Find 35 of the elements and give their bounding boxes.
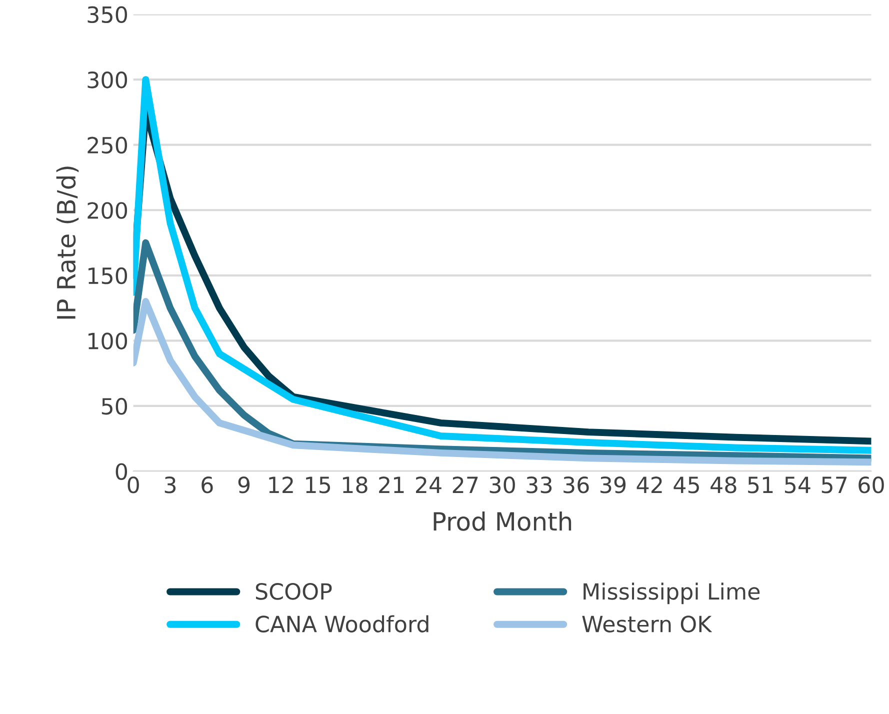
x-tick-label: 39	[600, 476, 626, 494]
x-tick-label: 27	[452, 476, 478, 493]
x-tick-label: 12	[269, 476, 293, 493]
x-tick-label: 21	[379, 476, 404, 493]
x-axis-title: Prod Month	[434, 511, 572, 531]
x-tick-label: 15	[306, 476, 330, 494]
x-tick-label: 6	[202, 476, 213, 494]
x-tick-label: 45	[674, 476, 699, 494]
x-tick-label: 3	[164, 476, 176, 494]
legend-label: Western OK	[582, 616, 712, 632]
y-tick-label: 200	[88, 202, 128, 219]
x-tick-label: 30	[490, 476, 515, 494]
x-tick-label: 54	[785, 476, 810, 494]
x-tick-label: 42	[636, 476, 662, 493]
y-tick-label: 350	[88, 6, 128, 24]
x-tick-label: 18	[343, 476, 368, 494]
legend-label: Mississippi Lime	[584, 582, 760, 604]
x-tick-label: 24	[416, 476, 442, 493]
x-tick-label: 0	[128, 476, 139, 494]
x-tick-label: 36	[564, 476, 589, 494]
y-axis-title: IP Rate (B/d)	[56, 166, 79, 319]
x-tick-label: 57	[822, 476, 847, 494]
y-tick-label: 0	[116, 463, 128, 480]
x-tick-label: 51	[748, 476, 773, 494]
x-tick-label: 60	[858, 476, 884, 494]
y-tick-label: 50	[102, 398, 128, 415]
legend-label: SCOOP	[256, 583, 332, 600]
y-tick-label: 250	[88, 136, 128, 154]
x-tick-label: 9	[238, 476, 250, 494]
y-tick-label: 300	[88, 72, 128, 88]
legend-label: CANA Woodford	[256, 615, 428, 632]
x-tick-label: 33	[526, 476, 552, 494]
y-tick-label: 100	[88, 332, 128, 350]
y-tick-label: 150	[88, 267, 128, 284]
x-tick-label: 48	[710, 476, 736, 494]
